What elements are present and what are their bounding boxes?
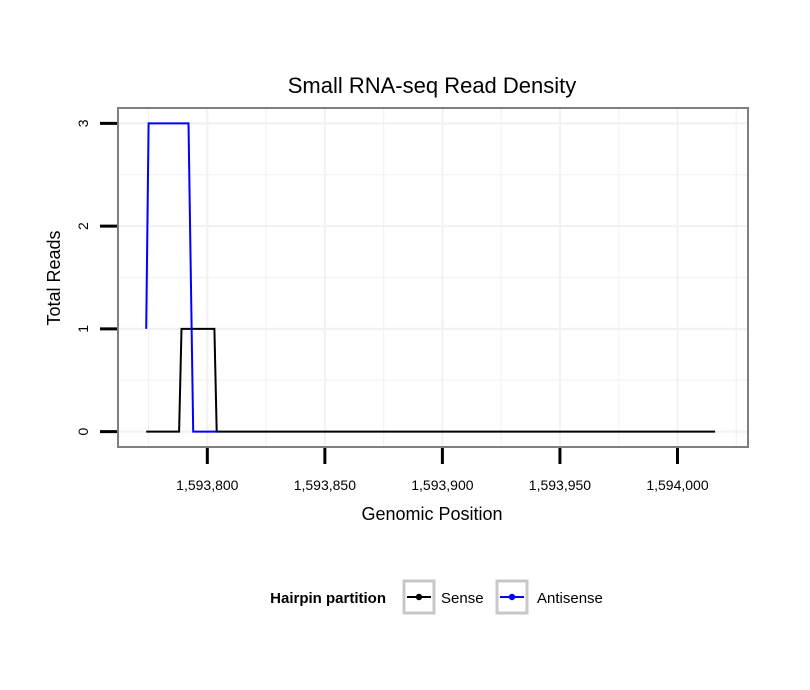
y-tick-label: 2 bbox=[75, 222, 91, 230]
x-tick-label: 1,593,800 bbox=[176, 477, 238, 493]
y-tick-label: 3 bbox=[75, 119, 91, 127]
x-axis: 1,593,800 1,593,850 1,593,900 1,593,950 1,59… bbox=[176, 448, 709, 493]
x-tick-label: 1,593,950 bbox=[529, 477, 591, 493]
y-tick-label: 1 bbox=[75, 325, 91, 333]
y-axis: 0 1 2 3 bbox=[75, 119, 117, 435]
x-axis-title: Genomic Position bbox=[361, 504, 502, 524]
legend-key-point bbox=[415, 593, 423, 601]
legend-label-sense: Sense bbox=[441, 590, 484, 607]
x-tick-label: 1,593,900 bbox=[411, 477, 473, 493]
legend-key-point bbox=[508, 593, 516, 601]
series-layer bbox=[145, 122, 716, 433]
chart-title: Small RNA-seq Read Density bbox=[288, 73, 577, 98]
y-tick-label: 0 bbox=[75, 427, 91, 435]
legend-title: Hairpin partition bbox=[270, 590, 386, 607]
series-line-antisense bbox=[145, 122, 217, 433]
y-axis-title: Total Reads bbox=[44, 230, 64, 325]
grid-lines bbox=[118, 108, 748, 447]
plot-panel bbox=[117, 107, 749, 448]
x-tick-label: 1,593,850 bbox=[294, 477, 356, 493]
series-line-sense bbox=[146, 327, 716, 433]
legend: Hairpin partition Sense Antisense bbox=[270, 579, 603, 615]
legend-label-antisense: Antisense bbox=[537, 590, 603, 607]
x-tick-label: 1,594,000 bbox=[646, 477, 708, 493]
